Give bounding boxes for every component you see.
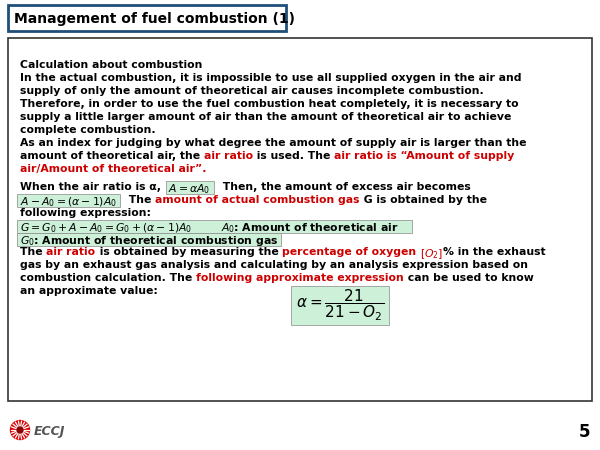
Text: is obtained by measuring the: is obtained by measuring the — [95, 247, 282, 257]
Text: percentage of oxygen: percentage of oxygen — [282, 247, 420, 257]
Text: complete combustion.: complete combustion. — [20, 125, 155, 135]
Text: $G_0$: Amount of theoretical combustion gas: $G_0$: Amount of theoretical combustion … — [20, 234, 278, 248]
Text: The: The — [125, 195, 155, 205]
Text: air ratio: air ratio — [334, 151, 383, 161]
Text: following expression:: following expression: — [20, 208, 151, 218]
Text: In the actual combustion, it is impossible to use all supplied oxygen in the air: In the actual combustion, it is impossib… — [20, 73, 521, 83]
Text: supply of only the amount of theoretical air causes incomplete combustion.: supply of only the amount of theoretical… — [20, 86, 484, 96]
Text: Calculation about combustion: Calculation about combustion — [20, 60, 202, 70]
Text: can be used to know: can be used to know — [404, 273, 533, 283]
Bar — [8, 5, 286, 31]
Text: Therefore, in order to use the fuel combustion heat completely, it is necessary : Therefore, in order to use the fuel comb… — [20, 99, 518, 109]
Circle shape — [17, 427, 23, 433]
Text: Management of fuel combustion (1): Management of fuel combustion (1) — [14, 12, 295, 26]
Text: Then, the amount of excess air becomes: Then, the amount of excess air becomes — [219, 182, 470, 192]
Bar — [166, 181, 214, 194]
Text: air ratio: air ratio — [46, 247, 95, 257]
Text: amount of actual combustion gas: amount of actual combustion gas — [155, 195, 359, 205]
Text: air/Amount of theoretical air”.: air/Amount of theoretical air”. — [20, 164, 206, 174]
Text: ECCJ: ECCJ — [34, 426, 65, 438]
Text: As an index for judging by what degree the amount of supply air is larger than t: As an index for judging by what degree t… — [20, 138, 527, 148]
Text: is “Amount of supply: is “Amount of supply — [383, 151, 515, 161]
Text: When the air ratio is α,: When the air ratio is α, — [20, 182, 169, 192]
Text: is used. The: is used. The — [253, 151, 334, 161]
Bar — [8, 38, 592, 401]
Bar — [291, 286, 389, 325]
Bar — [17, 220, 412, 233]
Text: an approximate value:: an approximate value: — [20, 286, 158, 296]
Text: following approximate expression: following approximate expression — [196, 273, 404, 283]
Text: $G=G_0+A-A_0=G_0+(\alpha-1)A_0$        $A_0$: Amount of theoretical air: $G=G_0+A-A_0=G_0+(\alpha-1)A_0$ $A_0$: A… — [20, 221, 398, 234]
Text: combustion calculation. The: combustion calculation. The — [20, 273, 196, 283]
Text: $A-A_0=(\alpha-1)A_0$: $A-A_0=(\alpha-1)A_0$ — [20, 195, 117, 209]
Text: amount of theoretical air, the: amount of theoretical air, the — [20, 151, 204, 161]
Text: 5: 5 — [579, 423, 591, 441]
Bar — [17, 233, 281, 246]
Circle shape — [11, 420, 29, 440]
Text: $[O_2]$: $[O_2]$ — [420, 247, 443, 261]
Text: % in the exhaust: % in the exhaust — [443, 247, 546, 257]
Text: $A=\alpha A_0$: $A=\alpha A_0$ — [169, 182, 211, 196]
Text: $\alpha = \dfrac{21}{21-O_2}$: $\alpha = \dfrac{21}{21-O_2}$ — [296, 288, 384, 324]
Text: gas by an exhaust gas analysis and calculating by an analysis expression based o: gas by an exhaust gas analysis and calcu… — [20, 260, 528, 270]
Text: supply a little larger amount of air than the amount of theoretical air to achie: supply a little larger amount of air tha… — [20, 112, 511, 122]
Text: G is obtained by the: G is obtained by the — [359, 195, 487, 205]
Bar — [17, 194, 120, 207]
Text: The: The — [20, 247, 46, 257]
Text: air ratio: air ratio — [204, 151, 253, 161]
